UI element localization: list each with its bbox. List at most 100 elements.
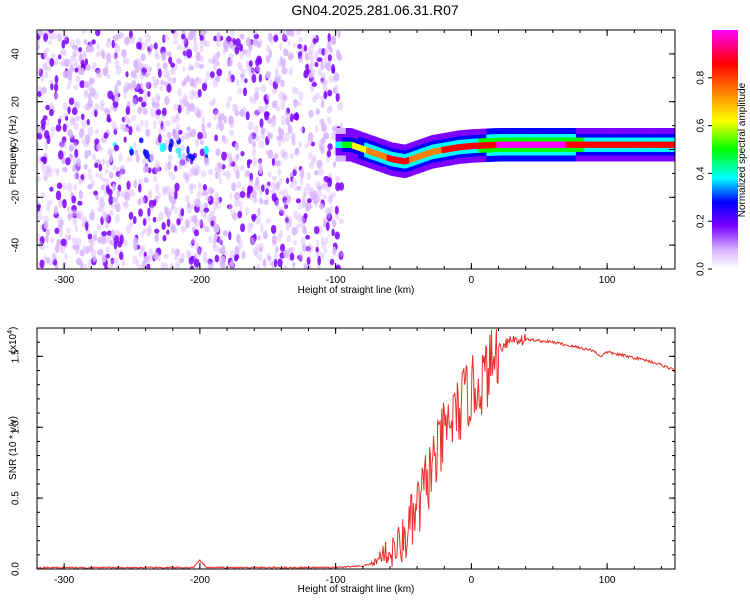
heatmap-noise-cell	[175, 112, 181, 120]
heatmap-noise-cell	[226, 204, 233, 210]
heatmap-noise-cell	[132, 216, 137, 225]
heatmap-track-core	[376, 151, 380, 158]
heatmap-noise-cell	[195, 76, 199, 83]
heatmap-noise-cell	[88, 237, 94, 245]
heatmap-noise-cell	[320, 252, 325, 260]
heatmap-noise-cell	[211, 58, 216, 65]
heatmap-noise-cell	[93, 190, 98, 196]
heatmap-noise-cell	[72, 217, 78, 226]
heatmap-noise-cell	[66, 69, 71, 80]
heatmap-noise-cell	[59, 48, 63, 57]
heatmap-noise-cell	[120, 48, 127, 58]
heatmap-noise-cell	[40, 156, 46, 163]
heatmap-noise-cell	[51, 252, 56, 262]
heatmap-noise-cell	[335, 92, 340, 103]
heatmap-track-core	[423, 151, 427, 158]
heatmap-noise-cell	[111, 39, 115, 49]
heatmap-noise-cell	[197, 247, 201, 258]
heatmap-noise-cell	[258, 243, 264, 250]
heatmap-noise-cell	[301, 192, 307, 201]
heatmap-track-core	[533, 141, 537, 148]
heatmap-noise-cell	[282, 195, 288, 204]
heatmap-noise-cell	[83, 81, 90, 88]
heatmap-noise-cell	[57, 54, 62, 60]
heatmap-noise-cell	[252, 246, 258, 256]
heatmap-noise-cell	[131, 115, 136, 122]
heatmap-noise-cell	[42, 171, 49, 180]
heatmap-noise-cell	[297, 51, 303, 60]
heatmap-noise-cell	[118, 152, 123, 162]
heatmap-noise-cell	[37, 67, 42, 74]
heatmap-noise-cell	[207, 58, 214, 64]
heatmap-noise-cell	[161, 107, 167, 117]
heatmap-noise-cell	[214, 254, 220, 263]
heatmap-noise-cell	[174, 206, 178, 214]
heatmap-noise-cell	[48, 108, 54, 117]
heatmap-noise-cell	[85, 103, 91, 111]
heatmap-noise-cell	[37, 91, 42, 98]
heatmap-noise-cell	[121, 201, 128, 207]
heatmap-noise-cell	[37, 125, 42, 133]
heatmap-noise-cell	[260, 84, 267, 93]
heatmap-noise-cell	[166, 218, 171, 228]
heatmap-noise-cell	[239, 223, 246, 233]
heatmap-noise-cell	[228, 202, 233, 212]
heatmap-noise-cell	[308, 203, 314, 210]
heatmap-noise-cell	[175, 248, 181, 257]
heatmap-track-core	[406, 157, 411, 164]
heatmap-noise-cell	[198, 55, 205, 63]
heatmap-track-core	[531, 141, 535, 148]
heatmap-noise-cell	[237, 87, 243, 95]
heatmap-noise-cell	[147, 91, 151, 98]
heatmap-noise-cell	[273, 153, 279, 160]
heatmap-noise-cell	[234, 142, 240, 151]
heatmap-noise-cell	[256, 263, 261, 269]
heatmap-track-core	[504, 141, 508, 148]
heatmap-noise-cell	[218, 235, 223, 245]
heatmap-noise-cell	[280, 79, 285, 88]
heatmap-noise-cell	[202, 183, 208, 191]
heatmap-noise-cell	[265, 54, 271, 64]
heatmap-track-core	[565, 141, 569, 148]
heatmap-noise-cell	[239, 33, 245, 40]
heatmap-noise-cell	[270, 224, 277, 234]
heatmap-noise-cell	[85, 64, 91, 71]
heatmap-track-core	[496, 141, 500, 148]
heatmap-noise-cell	[249, 222, 255, 229]
heatmap-noise-cell	[43, 51, 48, 61]
heatmap-noise-cell	[225, 170, 232, 180]
heatmap-noise-cell	[83, 263, 88, 269]
heatmap-noise-cell	[315, 246, 319, 253]
heatmap-noise-cell	[259, 199, 266, 205]
heatmap-noise-cell	[119, 123, 125, 130]
colorbar-tick-label: 0.0	[696, 262, 707, 276]
heatmap-noise-cell	[147, 191, 152, 202]
heatmap-noise-cell	[74, 67, 79, 73]
spectrogram-xlabel: Height of straight line (km)	[298, 285, 415, 296]
heatmap-noise-cell	[236, 234, 241, 244]
heatmap-noise-cell	[101, 231, 108, 237]
heatmap-track-core	[600, 141, 604, 148]
heatmap-noise-cell	[125, 106, 131, 116]
heatmap-noise-cell	[308, 72, 314, 79]
heatmap-track-core	[645, 141, 649, 148]
heatmap-noise-cell	[294, 148, 300, 156]
heatmap-noise-cell	[298, 252, 304, 261]
heatmap-noise-cell	[227, 95, 233, 102]
heatmap-track-core	[577, 141, 582, 148]
heatmap-noise-cell	[151, 101, 156, 108]
spectrogram-xtick-label: 0	[469, 275, 475, 286]
heatmap-track-core	[457, 144, 462, 151]
heatmap-noise-cell	[281, 151, 287, 158]
spectrogram-xtick-label: -200	[190, 275, 210, 286]
heatmap-track-core	[594, 141, 598, 148]
heatmap-noise-cell	[60, 247, 66, 254]
heatmap-noise-cell	[177, 129, 183, 135]
heatmap-noise-cell	[40, 53, 46, 60]
heatmap-noise-cell	[158, 211, 164, 221]
heatmap-noise-cell	[185, 106, 191, 115]
heatmap-noise-cell	[170, 62, 176, 68]
heatmap-noise-cell	[103, 132, 109, 139]
heatmap-noise-cell	[293, 210, 298, 220]
heatmap-track-core	[545, 141, 549, 148]
